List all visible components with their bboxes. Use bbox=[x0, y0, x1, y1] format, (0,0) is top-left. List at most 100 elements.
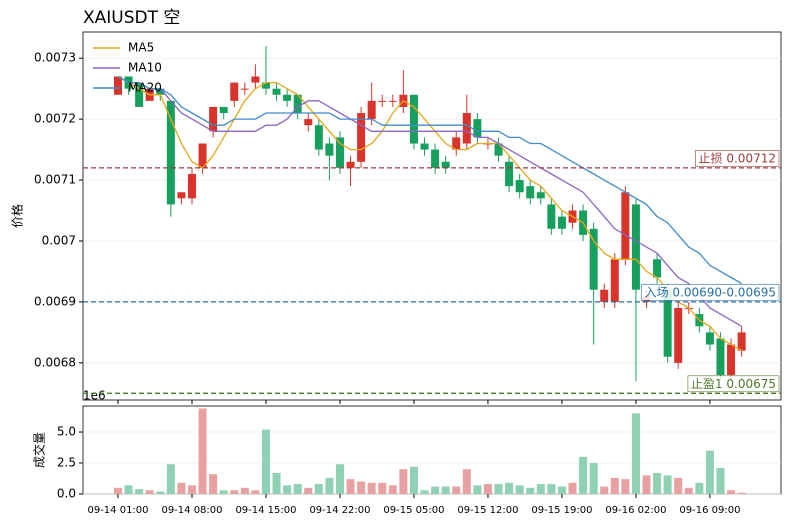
volume-bar bbox=[431, 486, 440, 494]
level-label-box bbox=[687, 375, 780, 393]
volume-bar bbox=[621, 479, 630, 494]
x-tick-label: 09-16 09:00 bbox=[679, 505, 740, 516]
volume-bar bbox=[314, 484, 323, 494]
candle-body bbox=[272, 88, 281, 95]
x-tick-label: 09-14 15:00 bbox=[235, 505, 296, 516]
y-tick-label: 0.0068 bbox=[34, 355, 76, 369]
y-tick-label: 5.0 bbox=[57, 425, 76, 439]
volume-bar bbox=[261, 429, 270, 494]
volume-offset-label: 1e6 bbox=[83, 389, 106, 403]
volume-bar bbox=[230, 490, 239, 494]
plot-frame bbox=[82, 31, 782, 401]
legend-label: MA5 bbox=[128, 41, 154, 55]
candle-body bbox=[346, 161, 355, 168]
candle-body bbox=[335, 137, 344, 168]
volume-bar bbox=[505, 482, 514, 494]
candle-body bbox=[293, 94, 302, 114]
y-tick-label: 0.0069 bbox=[34, 294, 76, 308]
candle-body bbox=[431, 149, 440, 168]
x-tick-label: 09-14 08:00 bbox=[161, 505, 222, 516]
candle-body bbox=[462, 113, 471, 144]
volume-bar bbox=[272, 472, 281, 494]
candle-body bbox=[114, 76, 122, 95]
candle-body bbox=[166, 100, 175, 205]
volume-bar bbox=[663, 475, 672, 494]
candle-body bbox=[526, 186, 535, 199]
candle-body bbox=[314, 125, 323, 150]
y-tick-label: 0.0071 bbox=[34, 173, 76, 187]
x-tick-label: 09-15 19:00 bbox=[531, 505, 592, 516]
volume-bar bbox=[240, 487, 249, 494]
volume-bar bbox=[494, 484, 503, 494]
volume-bar bbox=[124, 485, 133, 494]
volume-bar bbox=[452, 486, 461, 494]
candle-body bbox=[135, 82, 144, 107]
candle-body bbox=[240, 88, 249, 90]
volume-bar bbox=[557, 486, 566, 494]
candle-body bbox=[727, 344, 736, 376]
legend-label: MA20 bbox=[128, 81, 162, 95]
ma-line bbox=[117, 75, 742, 285]
volume-bar bbox=[631, 413, 640, 494]
volume-bar bbox=[737, 492, 746, 494]
volume-bar bbox=[166, 464, 175, 494]
volume-bar bbox=[283, 485, 292, 494]
volume-bar bbox=[335, 464, 344, 494]
candle-body bbox=[441, 161, 450, 168]
volume-bar bbox=[198, 408, 207, 494]
candle-body bbox=[589, 228, 598, 290]
x-tick-label: 09-15 05:00 bbox=[383, 505, 444, 516]
x-tick-label: 09-15 12:00 bbox=[457, 505, 518, 516]
volume-bar bbox=[187, 485, 196, 494]
y-tick-label: 0.0073 bbox=[34, 51, 76, 65]
volume-bar bbox=[684, 487, 693, 494]
volume-bar bbox=[388, 485, 397, 494]
y-axis-label: 价格 bbox=[10, 204, 25, 228]
volume-bar bbox=[473, 485, 482, 494]
candle-body bbox=[631, 204, 640, 290]
candle-body bbox=[494, 143, 503, 156]
volume-bar bbox=[156, 491, 165, 494]
volume-bar bbox=[293, 484, 302, 494]
x-tick-label: 09-14 01:00 bbox=[87, 505, 148, 516]
candle-body bbox=[547, 204, 556, 229]
level-label: 止损 0.00712 bbox=[699, 151, 776, 165]
volume-bar bbox=[409, 466, 418, 494]
volume-bar bbox=[325, 477, 334, 494]
candle-body bbox=[621, 192, 630, 260]
candle-body bbox=[388, 100, 397, 102]
candle-body bbox=[473, 119, 482, 138]
candle-body bbox=[156, 88, 165, 95]
candle-body bbox=[378, 100, 387, 102]
volume-bar bbox=[114, 487, 122, 494]
candle-body bbox=[230, 82, 239, 101]
volume-bar bbox=[135, 489, 144, 494]
volume-bar bbox=[462, 469, 471, 494]
x-tick-label: 09-14 22:00 bbox=[309, 505, 370, 516]
candle-body bbox=[409, 94, 418, 144]
candle-body bbox=[557, 216, 566, 229]
volume-bar bbox=[568, 482, 577, 494]
volume-bar bbox=[483, 484, 492, 494]
candle-body bbox=[177, 192, 186, 199]
volume-bar bbox=[536, 484, 545, 494]
candle-body bbox=[653, 259, 662, 278]
volume-bar bbox=[145, 490, 154, 494]
candle-body bbox=[357, 113, 366, 162]
volume-bar bbox=[399, 469, 408, 494]
volume-bar bbox=[441, 486, 450, 494]
chart-title: XAIUSDT 空 bbox=[83, 8, 180, 28]
volume-bar bbox=[420, 490, 429, 494]
candle-body bbox=[198, 143, 207, 168]
candle-body bbox=[187, 173, 196, 199]
candle-body bbox=[600, 289, 609, 302]
candle-body bbox=[283, 94, 292, 101]
volume-bar bbox=[547, 484, 556, 494]
volume-bar bbox=[727, 490, 736, 494]
volume-bar bbox=[674, 477, 683, 494]
candle-body bbox=[515, 180, 524, 193]
volume-bar bbox=[695, 482, 704, 494]
volume-bar bbox=[600, 486, 609, 494]
candle-body bbox=[209, 106, 218, 132]
volume-axis-label: 成交量 bbox=[32, 432, 47, 468]
